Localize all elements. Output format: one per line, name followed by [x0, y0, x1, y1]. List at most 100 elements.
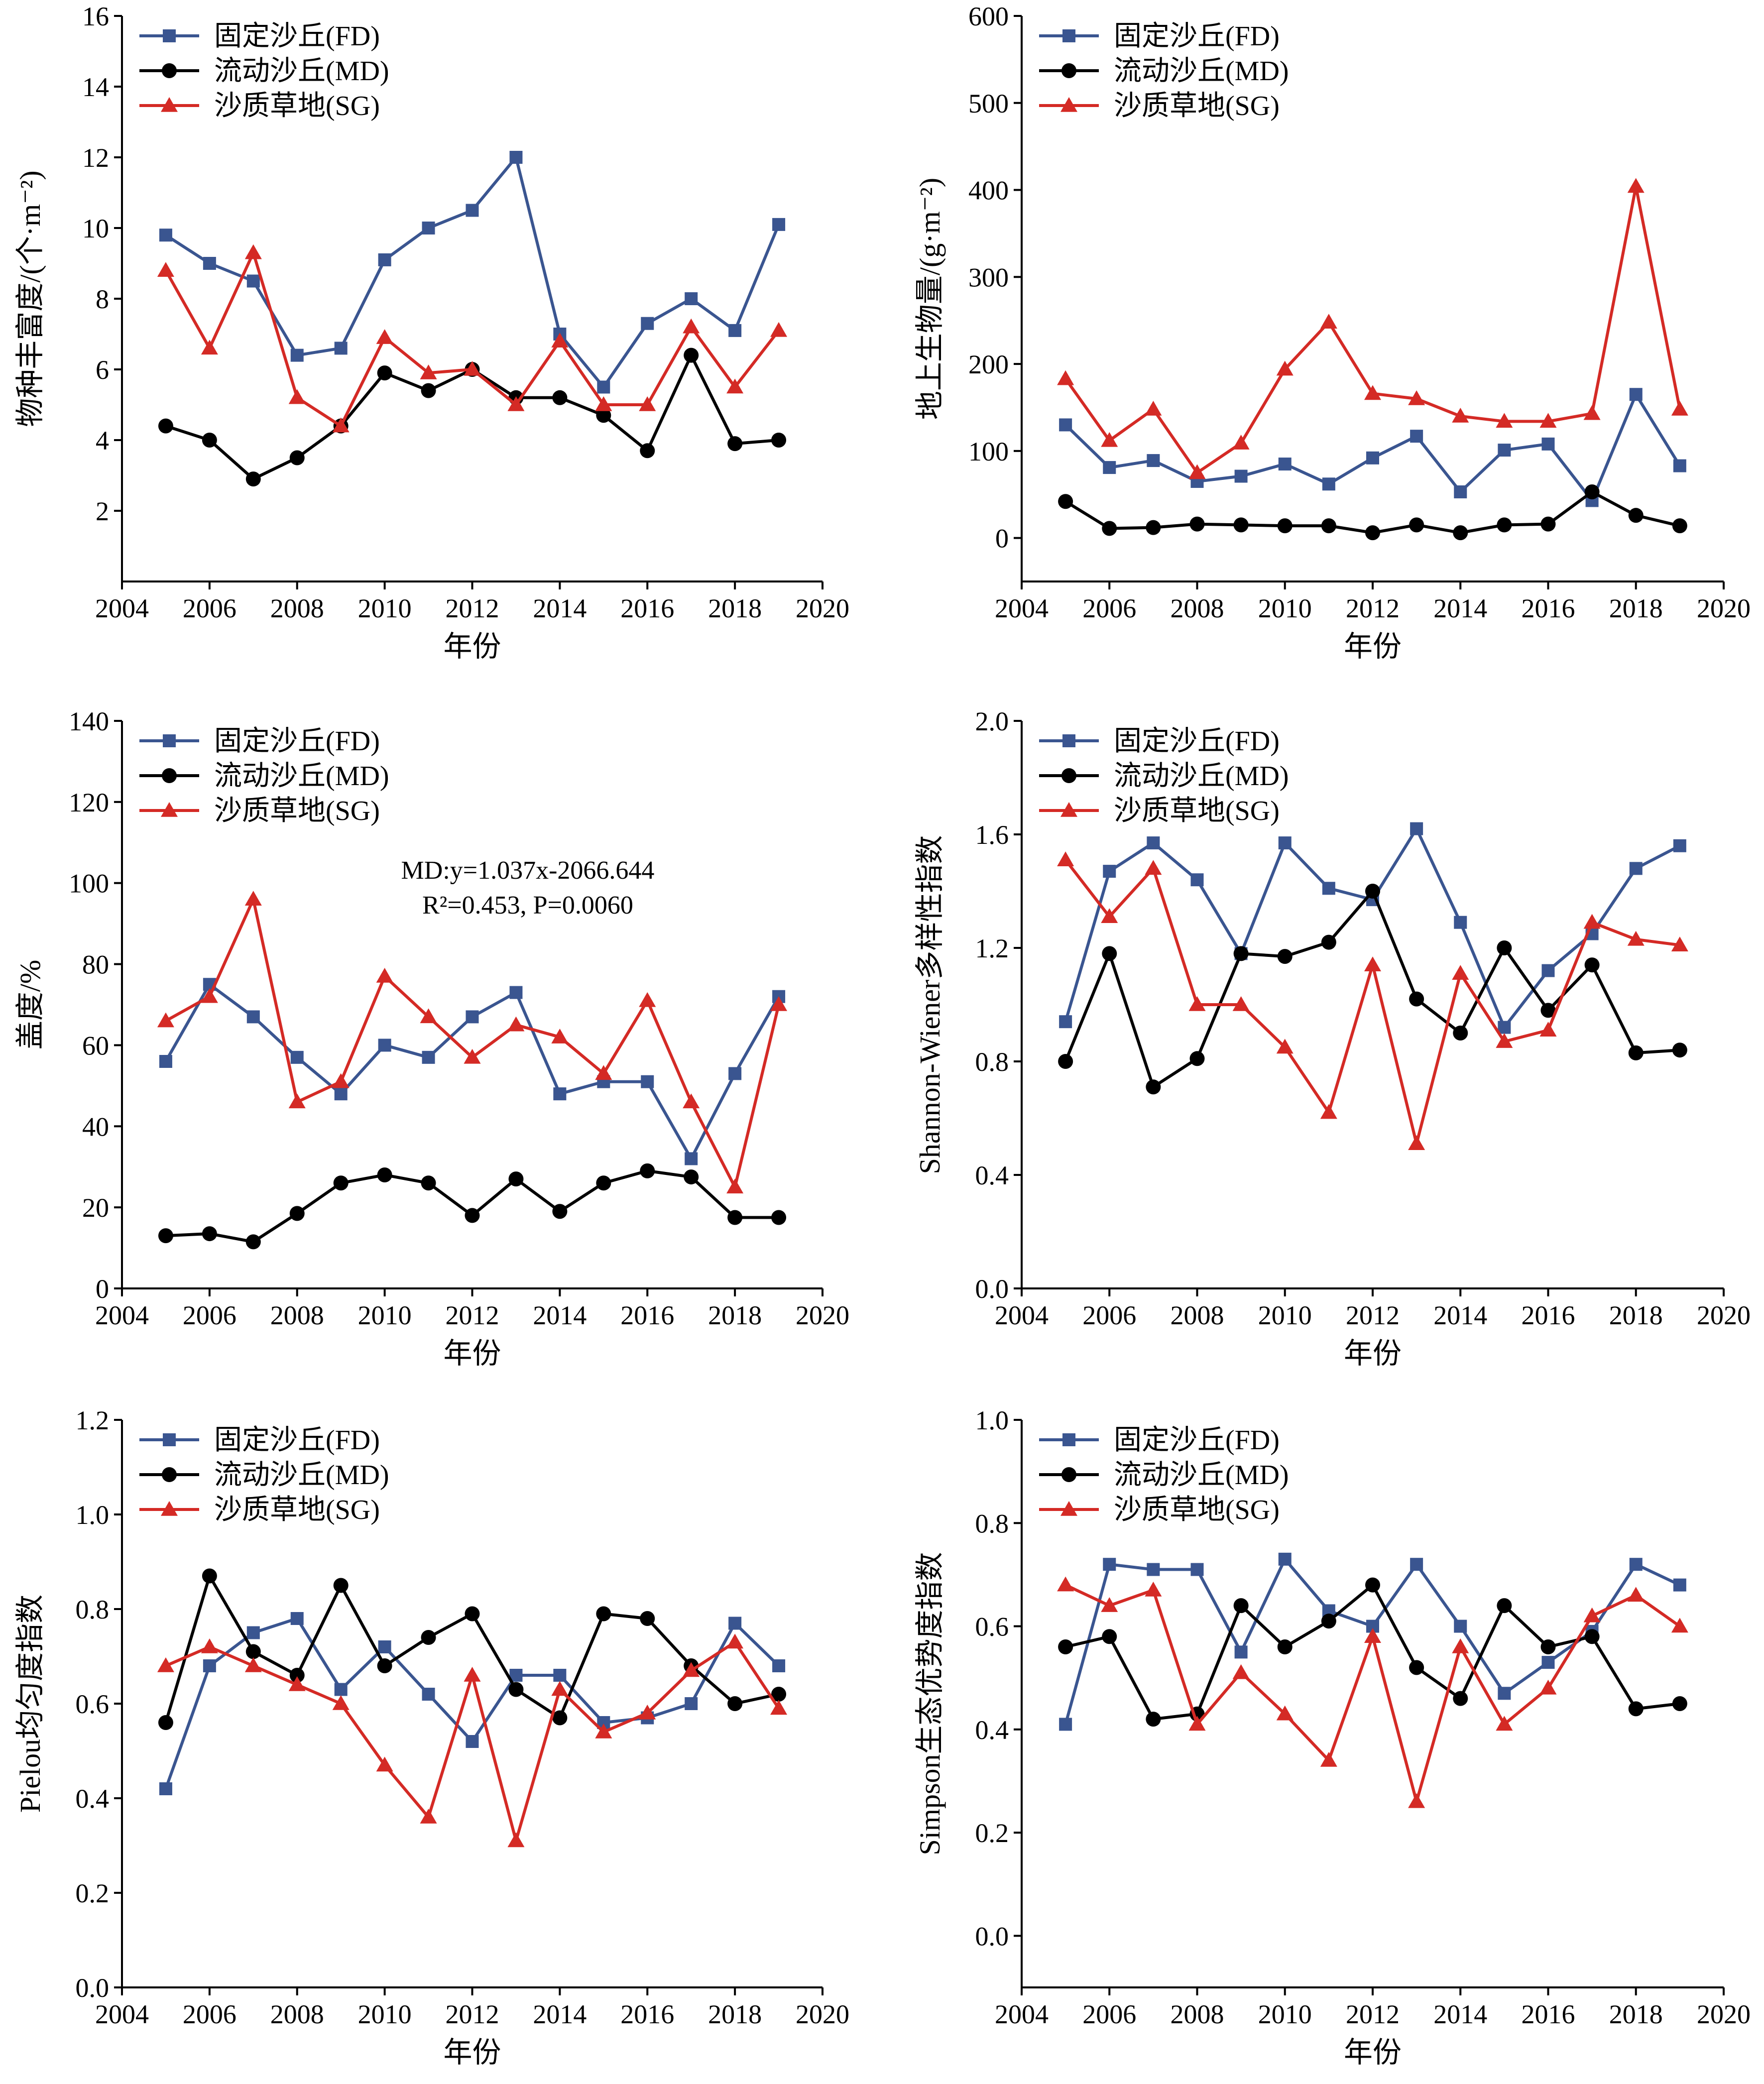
x-axis-title: 年份: [443, 1337, 501, 1370]
y-tick-label: 0.2: [975, 1818, 1009, 1848]
data-point: [464, 1667, 481, 1682]
data-point: [552, 1710, 568, 1726]
x-tick-label: 2012: [446, 1300, 499, 1330]
data-point: [1454, 916, 1467, 929]
x-tick-label: 2010: [1258, 1300, 1312, 1330]
data-point: [727, 436, 743, 452]
y-tick-label: 40: [82, 1112, 109, 1142]
data-point: [246, 1626, 260, 1639]
series-1: [159, 1612, 786, 1795]
x-tick-label: 2004: [95, 1300, 149, 1330]
x-tick-label: 2018: [1609, 1300, 1663, 1330]
data-point: [1627, 930, 1645, 946]
x-tick-label: 2006: [183, 1300, 236, 1330]
series-2: [1058, 484, 1687, 541]
data-point: [507, 1832, 525, 1848]
data-point: [1322, 477, 1335, 491]
data-point: [244, 1657, 262, 1672]
x-tick-label: 2014: [1433, 1999, 1487, 2029]
chart-panel-3: 2004 2006 2008 2010 2012 2014 2016 2018 2020 0 20 4…: [14, 706, 849, 1370]
series-1: [1059, 388, 1686, 507]
data-point: [1188, 464, 1206, 479]
y-tick-label: 80: [82, 950, 109, 980]
data-point: [1147, 836, 1160, 850]
data-point: [771, 1210, 787, 1225]
data-point: [1541, 1656, 1555, 1669]
y-tick-label: 0.4: [975, 1160, 1009, 1190]
data-point: [1364, 385, 1381, 400]
x-tick-label: 2014: [533, 1300, 587, 1330]
x-axis-title: 年份: [443, 630, 501, 663]
data-point: [772, 1659, 786, 1672]
data-point: [1452, 965, 1469, 980]
data-point: [158, 418, 173, 434]
data-point: [509, 151, 523, 164]
y-tick-label: 200: [968, 349, 1009, 379]
data-point: [157, 1657, 174, 1672]
legend-marker: [163, 29, 176, 42]
y-tick-label: 0: [995, 524, 1009, 554]
data-point: [201, 340, 218, 355]
chart-panel-5: 2004 2006 2008 2010 2012 2014 2016 2018 2020 0.0 0…: [14, 1405, 849, 2069]
y-tick-label: 120: [69, 788, 109, 817]
series-1: [159, 151, 786, 394]
data-point: [1672, 1042, 1687, 1058]
data-point: [1057, 1576, 1074, 1592]
series-3: [157, 1633, 788, 1848]
data-point: [772, 218, 786, 231]
data-point: [1408, 390, 1425, 405]
data-point: [288, 1676, 306, 1691]
data-point: [333, 1175, 349, 1191]
data-point: [465, 1606, 480, 1621]
data-point: [1233, 1598, 1249, 1614]
legend: 固定沙丘(FD) 流动沙丘(MD) 沙质草地(SG): [139, 726, 389, 826]
data-point: [1540, 1639, 1556, 1654]
data-point: [1498, 1687, 1511, 1700]
y-tick-label: 12: [82, 143, 109, 173]
legend-marker: [1062, 734, 1075, 747]
data-point: [1629, 388, 1643, 401]
data-point: [332, 417, 350, 433]
data-point: [1146, 1079, 1161, 1095]
data-point: [1497, 940, 1512, 955]
data-point: [1190, 873, 1204, 887]
x-tick-label: 2014: [533, 1999, 587, 2029]
data-point: [1584, 484, 1600, 499]
data-point: [728, 1617, 742, 1630]
data-point: [1147, 1563, 1160, 1576]
series-2: [158, 1163, 787, 1250]
data-point: [466, 204, 479, 217]
data-point: [289, 450, 305, 465]
legend: 固定沙丘(FD) 流动沙丘(MD) 沙质草地(SG): [139, 21, 389, 121]
data-point: [1673, 839, 1686, 852]
y-axis-title: 盖度/%: [14, 960, 46, 1049]
legend-label: 沙质草地(SG): [1114, 796, 1280, 826]
x-tick-label: 2004: [995, 1300, 1049, 1330]
y-tick-label: 100: [69, 869, 109, 899]
legend-marker: [1062, 29, 1075, 42]
data-point: [683, 1093, 700, 1109]
y-tick-label: 0.0: [975, 1274, 1009, 1304]
legend-marker: [1061, 768, 1076, 783]
legend-label: 流动沙丘(MD): [1114, 1460, 1289, 1491]
data-point: [640, 1611, 655, 1626]
x-tick-label: 2006: [1082, 1300, 1136, 1330]
y-tick-label: 1.6: [975, 820, 1009, 850]
x-tick-label: 2004: [995, 1999, 1049, 2029]
data-point: [246, 1010, 260, 1024]
data-point: [683, 1662, 700, 1677]
x-tick-label: 2008: [1171, 1999, 1224, 2029]
data-point: [244, 244, 262, 259]
x-tick-label: 2006: [1082, 593, 1136, 623]
x-tick-label: 2006: [183, 1999, 236, 2029]
data-point: [158, 1228, 173, 1244]
x-tick-label: 2010: [1258, 593, 1312, 623]
data-point: [377, 1658, 392, 1673]
y-tick-label: 100: [968, 437, 1009, 466]
data-point: [595, 396, 612, 411]
data-point: [1101, 1597, 1118, 1612]
data-point: [202, 1226, 217, 1242]
data-point: [464, 361, 481, 376]
x-tick-label: 2016: [620, 593, 674, 623]
y-tick-label: 20: [82, 1193, 109, 1223]
